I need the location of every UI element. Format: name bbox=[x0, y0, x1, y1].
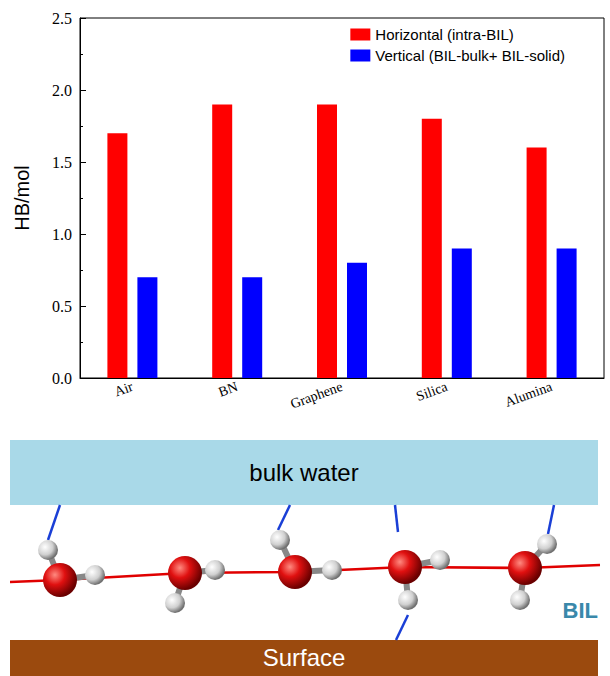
svg-text:BIL: BIL bbox=[563, 598, 598, 623]
svg-text:HB/mol: HB/mol bbox=[11, 165, 33, 231]
svg-text:0.5: 0.5 bbox=[52, 298, 72, 315]
svg-text:0.0: 0.0 bbox=[52, 370, 72, 387]
svg-text:Silica: Silica bbox=[414, 379, 450, 404]
svg-text:Vertical (BIL-bulk+ BIL-solid): Vertical (BIL-bulk+ BIL-solid) bbox=[375, 47, 565, 64]
svg-text:1.0: 1.0 bbox=[52, 226, 72, 243]
svg-text:1.5: 1.5 bbox=[52, 154, 72, 171]
svg-text:2.0: 2.0 bbox=[52, 82, 72, 99]
svg-text:Horizontal (intra-BIL): Horizontal (intra-BIL) bbox=[375, 26, 513, 43]
svg-text:Alumina: Alumina bbox=[503, 379, 555, 410]
svg-text:Air: Air bbox=[112, 379, 135, 400]
svg-text:Surface: Surface bbox=[263, 644, 346, 671]
svg-text:Graphene: Graphene bbox=[288, 379, 344, 412]
svg-text:2.5: 2.5 bbox=[52, 10, 72, 27]
svg-text:bulk water: bulk water bbox=[249, 459, 358, 486]
svg-text:BN: BN bbox=[216, 379, 239, 400]
